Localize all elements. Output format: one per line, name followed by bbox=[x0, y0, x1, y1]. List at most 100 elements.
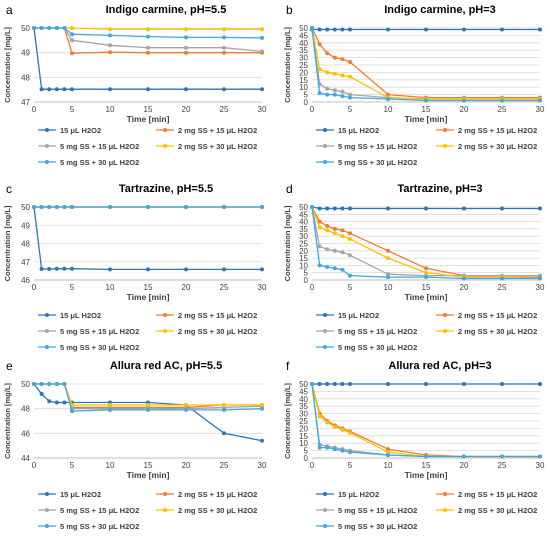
x-axis-label: Time [min] bbox=[127, 292, 170, 302]
data-point bbox=[325, 382, 330, 386]
legend-label: 2 mg SS + 15 μL H2O2 bbox=[178, 490, 257, 499]
y-tick-label: 30 bbox=[299, 410, 308, 419]
data-point bbox=[184, 87, 188, 92]
legend-entry: 15 μL H2O2 bbox=[38, 490, 101, 499]
x-tick-label: 20 bbox=[182, 283, 191, 292]
data-point bbox=[500, 382, 504, 386]
data-point bbox=[325, 51, 330, 56]
data-point bbox=[54, 266, 59, 271]
data-point bbox=[348, 382, 352, 386]
legend-entry: 5 mg SS + 30 μL H2O2 bbox=[38, 522, 139, 531]
legend-label: 15 μL H2O2 bbox=[338, 126, 379, 135]
data-point bbox=[424, 270, 428, 275]
data-point bbox=[47, 267, 52, 271]
series-line-3 bbox=[311, 383, 540, 458]
y-tick-label: 40 bbox=[299, 218, 308, 227]
data-point bbox=[325, 445, 330, 450]
data-point bbox=[332, 71, 337, 76]
data-point bbox=[70, 26, 74, 30]
data-point bbox=[424, 27, 428, 32]
data-point bbox=[70, 87, 74, 92]
x-tick-label: 15 bbox=[422, 283, 431, 292]
x-tick-label: 5 bbox=[348, 283, 353, 292]
y-tick-label: 44 bbox=[21, 454, 30, 463]
data-point bbox=[325, 206, 330, 211]
x-tick-label: 0 bbox=[32, 283, 37, 292]
x-tick-label: 5 bbox=[70, 461, 75, 470]
data-point bbox=[340, 427, 345, 432]
x-tick-label: 10 bbox=[384, 283, 393, 292]
data-point bbox=[325, 420, 330, 425]
legend-swatch-marker bbox=[45, 345, 49, 349]
x-tick-label: 10 bbox=[106, 105, 115, 114]
x-tick-label: 20 bbox=[182, 105, 191, 114]
legend-label: 5 mg SS + 15 μL H2O2 bbox=[338, 327, 417, 336]
data-point bbox=[222, 403, 226, 407]
data-point bbox=[332, 55, 337, 60]
x-tick-label: 0 bbox=[32, 105, 37, 114]
y-axis-label: Concentration [mg/L] bbox=[283, 27, 292, 103]
data-point bbox=[332, 206, 337, 211]
chart-panel-f: f Allura red AC, pH=305101520253035404550… bbox=[283, 359, 545, 531]
data-point bbox=[538, 98, 542, 103]
series-line-5 bbox=[311, 383, 540, 458]
data-point bbox=[146, 407, 150, 412]
data-point bbox=[260, 35, 264, 40]
data-point bbox=[260, 49, 264, 54]
data-point bbox=[340, 267, 345, 272]
legend-swatch-marker bbox=[323, 144, 327, 148]
legend-label: 2 mg SS + 15 μL H2O2 bbox=[178, 126, 257, 135]
data-point bbox=[47, 26, 52, 30]
y-tick-label: 20 bbox=[299, 68, 308, 77]
y-axis-label: Concentration [mg/L] bbox=[3, 27, 12, 103]
data-point bbox=[260, 406, 264, 411]
legend-label: 5 mg SS + 30 μL H2O2 bbox=[60, 158, 139, 167]
data-point bbox=[222, 27, 226, 32]
x-tick-label: 20 bbox=[182, 461, 191, 470]
data-point bbox=[260, 267, 264, 272]
series-line-3 bbox=[311, 27, 540, 100]
data-point bbox=[386, 256, 390, 261]
y-tick-label: 48 bbox=[21, 405, 30, 414]
x-axis-label: Time [min] bbox=[405, 470, 448, 480]
data-point bbox=[386, 97, 390, 101]
legend-label: 2 mg SS + 15 μL H2O2 bbox=[458, 126, 537, 135]
y-axis-label: Concentration [mg/L] bbox=[3, 383, 12, 459]
data-point bbox=[462, 382, 466, 386]
data-point bbox=[340, 448, 345, 453]
data-point bbox=[62, 400, 67, 405]
data-point bbox=[424, 206, 428, 211]
legend-swatch-marker bbox=[45, 144, 49, 148]
chart-panel-c: c Tartrazine, pH=5.5 46 47 48 49 50 0 5 10 15 20 25 3… bbox=[3, 182, 267, 352]
data-point bbox=[310, 205, 314, 209]
data-point bbox=[332, 27, 337, 32]
y-tick-label: 50 bbox=[299, 380, 308, 389]
y-tick-label: 25 bbox=[299, 417, 308, 426]
y-tick-label: 5 bbox=[304, 447, 309, 456]
data-point bbox=[325, 264, 330, 269]
legend-swatch-marker bbox=[443, 508, 447, 512]
x-tick-label: 30 bbox=[258, 283, 267, 292]
x-tick-label: 0 bbox=[310, 105, 315, 114]
data-point bbox=[146, 403, 150, 407]
legend-entry: 2 mg SS + 30 μL H2O2 bbox=[436, 327, 537, 336]
data-point bbox=[340, 234, 345, 239]
data-point bbox=[47, 87, 52, 92]
legend-entry: 5 mg SS + 15 μL H2O2 bbox=[38, 327, 139, 336]
data-point bbox=[32, 205, 36, 209]
data-point bbox=[54, 205, 59, 209]
data-point bbox=[184, 403, 188, 407]
legend-swatch-marker bbox=[323, 524, 327, 528]
y-tick-label: 40 bbox=[299, 395, 308, 404]
data-point bbox=[538, 454, 542, 459]
data-point bbox=[424, 275, 428, 280]
legend-swatch-marker bbox=[45, 160, 49, 164]
data-point bbox=[317, 414, 322, 419]
legend-swatch-marker bbox=[45, 128, 49, 132]
data-point bbox=[70, 205, 74, 209]
y-tick-label: 46 bbox=[21, 429, 30, 438]
legend-entry: 5 mg SS + 15 μL H2O2 bbox=[38, 142, 139, 151]
data-point bbox=[500, 454, 504, 459]
data-point bbox=[108, 27, 112, 32]
legend-label: 2 mg SS + 30 μL H2O2 bbox=[178, 327, 257, 336]
